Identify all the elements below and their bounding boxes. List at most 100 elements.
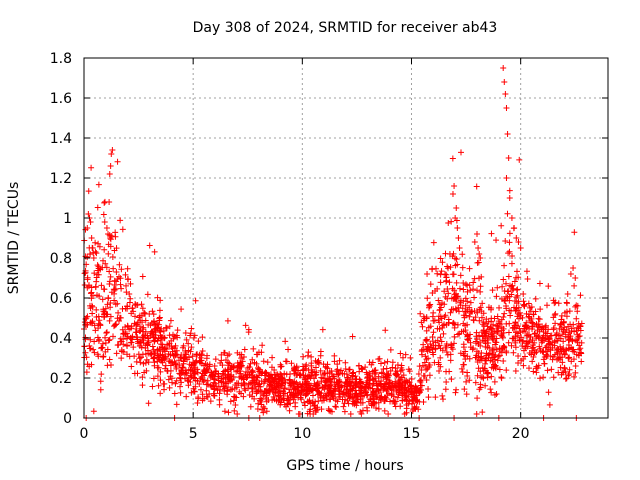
data-point	[470, 317, 477, 324]
data-point	[462, 281, 469, 288]
y-tick-label: 0.4	[50, 331, 72, 347]
data-point	[240, 393, 247, 400]
data-point	[137, 327, 144, 334]
data-point	[187, 330, 194, 337]
data-point	[450, 271, 457, 278]
data-point	[539, 334, 546, 341]
data-point	[194, 369, 201, 376]
data-point	[126, 326, 133, 333]
data-point	[578, 339, 585, 346]
y-axis-label: SRMTID / TECUs	[6, 182, 22, 295]
data-point	[171, 344, 178, 351]
data-point	[529, 358, 536, 365]
data-point	[400, 372, 407, 379]
data-point	[105, 250, 112, 257]
data-point	[275, 398, 282, 405]
data-point	[488, 230, 495, 237]
data-point	[236, 351, 243, 358]
data-point	[199, 397, 206, 404]
data-point	[537, 347, 544, 354]
data-point	[105, 231, 112, 237]
data-point	[171, 390, 178, 397]
data-point	[303, 361, 310, 368]
data-point	[98, 282, 105, 289]
data-point	[423, 376, 430, 383]
data-point	[245, 385, 252, 392]
data-point	[515, 359, 522, 366]
data-point	[238, 382, 245, 389]
data-point	[500, 313, 507, 320]
data-point	[333, 404, 340, 411]
data-point	[199, 348, 206, 355]
data-point	[393, 388, 400, 395]
data-point	[460, 320, 467, 327]
data-point	[572, 363, 579, 370]
data-point	[154, 364, 161, 371]
data-point	[319, 397, 326, 404]
data-point	[501, 297, 508, 304]
data-point	[95, 240, 102, 247]
data-point	[536, 280, 543, 287]
data-point	[453, 293, 460, 300]
data-point	[224, 317, 231, 324]
data-point	[502, 237, 509, 244]
data-point	[187, 379, 194, 386]
data-point	[426, 302, 433, 309]
data-point	[283, 371, 290, 378]
data-point	[399, 381, 406, 388]
data-point	[222, 380, 229, 387]
data-point	[430, 351, 437, 358]
data-point	[543, 302, 550, 309]
data-point	[179, 364, 186, 371]
data-point	[494, 284, 501, 291]
data-point	[251, 395, 258, 402]
data-point	[502, 91, 509, 97]
data-point	[394, 361, 401, 368]
data-point	[172, 351, 179, 358]
data-point	[99, 340, 106, 347]
data-point	[430, 317, 437, 324]
data-point	[392, 398, 399, 405]
data-point	[275, 380, 282, 387]
data-point	[500, 357, 507, 364]
data-point	[318, 406, 325, 413]
data-point	[234, 411, 241, 417]
data-point	[194, 399, 201, 406]
data-point	[305, 349, 312, 356]
data-point	[173, 401, 180, 408]
data-point	[456, 285, 463, 292]
data-point	[377, 396, 384, 403]
data-point	[474, 395, 481, 402]
data-point	[557, 343, 564, 350]
data-point	[505, 288, 512, 295]
data-point	[190, 359, 197, 366]
data-point	[309, 392, 316, 399]
data-point	[488, 373, 495, 380]
data-point	[152, 329, 159, 336]
data-point	[526, 331, 533, 338]
data-point	[436, 342, 443, 349]
data-point	[304, 385, 311, 392]
data-point	[462, 295, 469, 302]
data-point	[446, 279, 453, 286]
data-point	[225, 368, 232, 375]
data-point	[101, 199, 108, 206]
data-point	[382, 327, 389, 334]
data-point	[523, 268, 530, 275]
data-point	[147, 330, 154, 337]
data-point	[512, 344, 519, 351]
data-point	[327, 408, 334, 415]
data-point	[470, 286, 477, 293]
data-point	[254, 406, 261, 413]
data-point	[192, 297, 199, 304]
data-point	[87, 290, 94, 297]
y-tick-labels: 0 0.2 0.4 0.6 0.8 1 1.2 1.4 1.6 1.8	[50, 51, 72, 427]
data-point	[151, 350, 158, 357]
data-point	[172, 380, 179, 387]
data-point	[157, 390, 164, 397]
data-point	[347, 379, 354, 386]
data-point	[442, 250, 449, 257]
data-point	[512, 368, 519, 375]
data-point	[466, 313, 473, 320]
data-point	[120, 341, 127, 348]
